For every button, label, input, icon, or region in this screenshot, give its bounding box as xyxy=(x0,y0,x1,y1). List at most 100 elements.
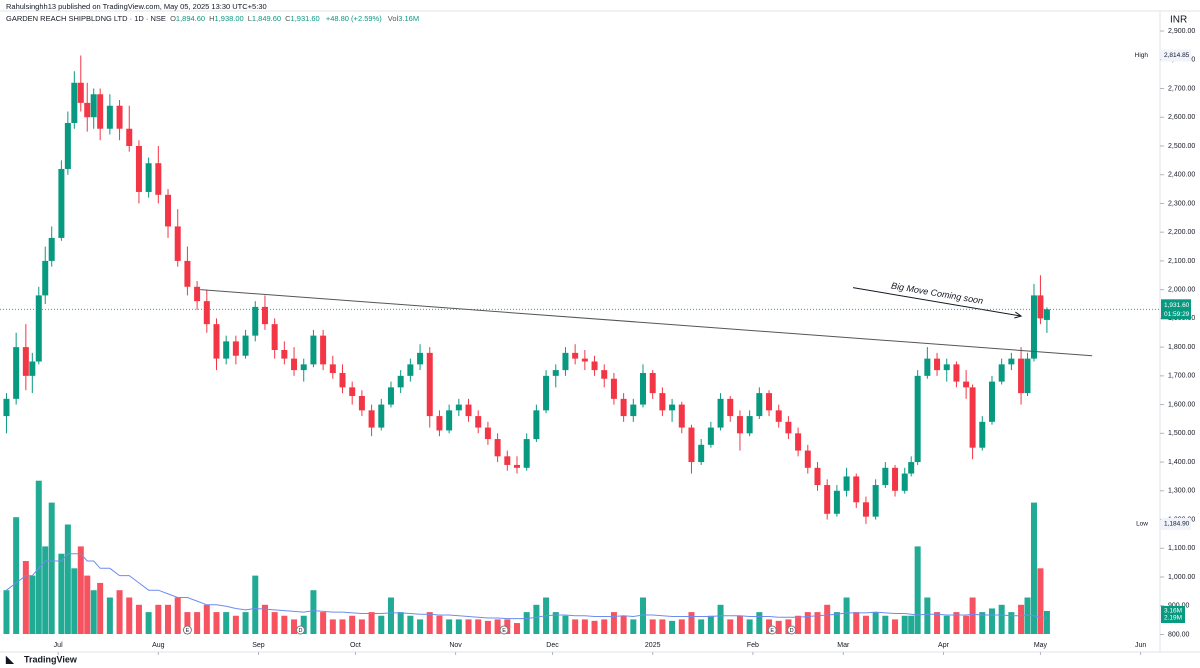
volume-bar xyxy=(1030,502,1037,634)
ohlc-key: C xyxy=(285,14,291,23)
volume-bar xyxy=(969,597,976,634)
volume-bar xyxy=(581,619,588,634)
candle-body xyxy=(843,476,850,491)
x-tick-label: Apr xyxy=(938,642,950,649)
candle-body xyxy=(795,433,802,451)
arrow-head xyxy=(1014,311,1023,319)
volume-bar xyxy=(1008,612,1015,634)
y-tick-label: 800.00 xyxy=(1168,631,1190,638)
volume-bar xyxy=(29,575,36,634)
candle-body xyxy=(145,163,152,192)
volume-bar xyxy=(963,615,970,634)
candle-body xyxy=(872,485,879,517)
last-price-box xyxy=(1161,299,1191,320)
candle-body xyxy=(1037,295,1044,319)
change: +48.80 (+2.59%) xyxy=(325,14,382,23)
volume-bar xyxy=(58,553,65,634)
volume-bar xyxy=(417,619,424,634)
annotation-arrow xyxy=(852,287,1022,317)
candle-body xyxy=(90,94,97,118)
vol-value: 3.16M xyxy=(398,14,420,23)
volume-bar xyxy=(892,619,899,634)
volume-bar xyxy=(252,575,259,634)
volume-bar xyxy=(1018,604,1025,634)
event-label: E xyxy=(770,628,774,634)
x-tick-label: Aug xyxy=(152,642,165,649)
candle-body xyxy=(378,404,385,428)
volume-bar xyxy=(833,612,840,634)
volume-bar xyxy=(475,619,482,634)
candle-body xyxy=(543,375,550,411)
x-tick-label: May xyxy=(1034,642,1048,649)
event-label: D xyxy=(790,628,794,634)
brand-logo: ◣ xyxy=(5,655,15,666)
candle-body xyxy=(252,306,259,336)
vol-key: Vol xyxy=(387,14,399,23)
x-tick-label: Jul xyxy=(54,642,63,649)
volume-bar xyxy=(42,546,49,634)
candle-body xyxy=(736,416,743,434)
candle-body xyxy=(862,502,869,517)
candle-body xyxy=(513,464,520,468)
volume-bar xyxy=(707,615,714,634)
candle-body xyxy=(165,194,172,227)
volume-bar xyxy=(843,597,850,634)
event-marker xyxy=(767,625,777,635)
volume-bar xyxy=(349,615,356,634)
candle-body xyxy=(426,352,433,417)
candle-body xyxy=(934,358,941,371)
volume-bar xyxy=(640,597,647,634)
price-label-box xyxy=(1161,517,1191,530)
price-label-name: High xyxy=(1135,52,1149,59)
y-tick-label: 1,900.00 xyxy=(1168,315,1195,322)
x-tick-label: Oct xyxy=(350,642,361,649)
candle-body xyxy=(914,375,921,463)
volume-bar xyxy=(872,612,879,634)
event-marker xyxy=(296,625,306,635)
y-tick-label: 1,200.00 xyxy=(1168,516,1195,523)
event-label: D xyxy=(299,628,303,634)
candle-body xyxy=(291,358,298,371)
volume-bar xyxy=(368,612,375,634)
x-tick-label: Jun xyxy=(1135,642,1146,649)
x-tick-label: Nov xyxy=(449,642,462,649)
candle-body xyxy=(135,145,142,192)
symbol-title: GARDEN REACH SHIPBLDNG LTD · 1D · NSE xyxy=(6,14,166,23)
volume-bar xyxy=(77,546,84,634)
volume-bar xyxy=(116,590,123,634)
candle-body xyxy=(475,416,482,428)
candle-body xyxy=(417,352,424,365)
candle-body xyxy=(581,358,588,362)
candle-body xyxy=(407,364,414,376)
y-tick-label: 2,500.00 xyxy=(1168,143,1195,150)
volume-bar xyxy=(242,612,249,634)
candle-body xyxy=(387,387,394,405)
volume-bar xyxy=(97,582,104,634)
volume-label-box xyxy=(1161,613,1185,624)
candle-body xyxy=(963,381,970,388)
candle-body xyxy=(310,335,317,365)
volume-bar xyxy=(22,561,29,634)
candle-body xyxy=(174,226,181,261)
y-tick-label: 1,400.00 xyxy=(1168,459,1195,466)
volume-bar xyxy=(174,597,181,634)
volume-bar xyxy=(48,502,55,634)
volume-bar xyxy=(943,615,950,634)
candle-body xyxy=(155,163,162,195)
volume-bar xyxy=(601,619,608,634)
candle-body xyxy=(232,341,239,356)
candle-body xyxy=(358,395,365,411)
event-label: E xyxy=(186,628,190,634)
volume-bar xyxy=(591,620,598,634)
volume-bar xyxy=(320,612,327,634)
volume-label: 2.19M xyxy=(1164,615,1182,622)
candle-body xyxy=(42,260,49,296)
x-tick-label: Sep xyxy=(252,642,265,649)
candle-body xyxy=(35,295,42,362)
volume-bar xyxy=(988,608,995,634)
candle-body xyxy=(766,393,773,411)
volume-bar xyxy=(446,619,453,634)
volume-label: 3.16M xyxy=(1164,608,1182,615)
volume-bar xyxy=(165,604,172,634)
